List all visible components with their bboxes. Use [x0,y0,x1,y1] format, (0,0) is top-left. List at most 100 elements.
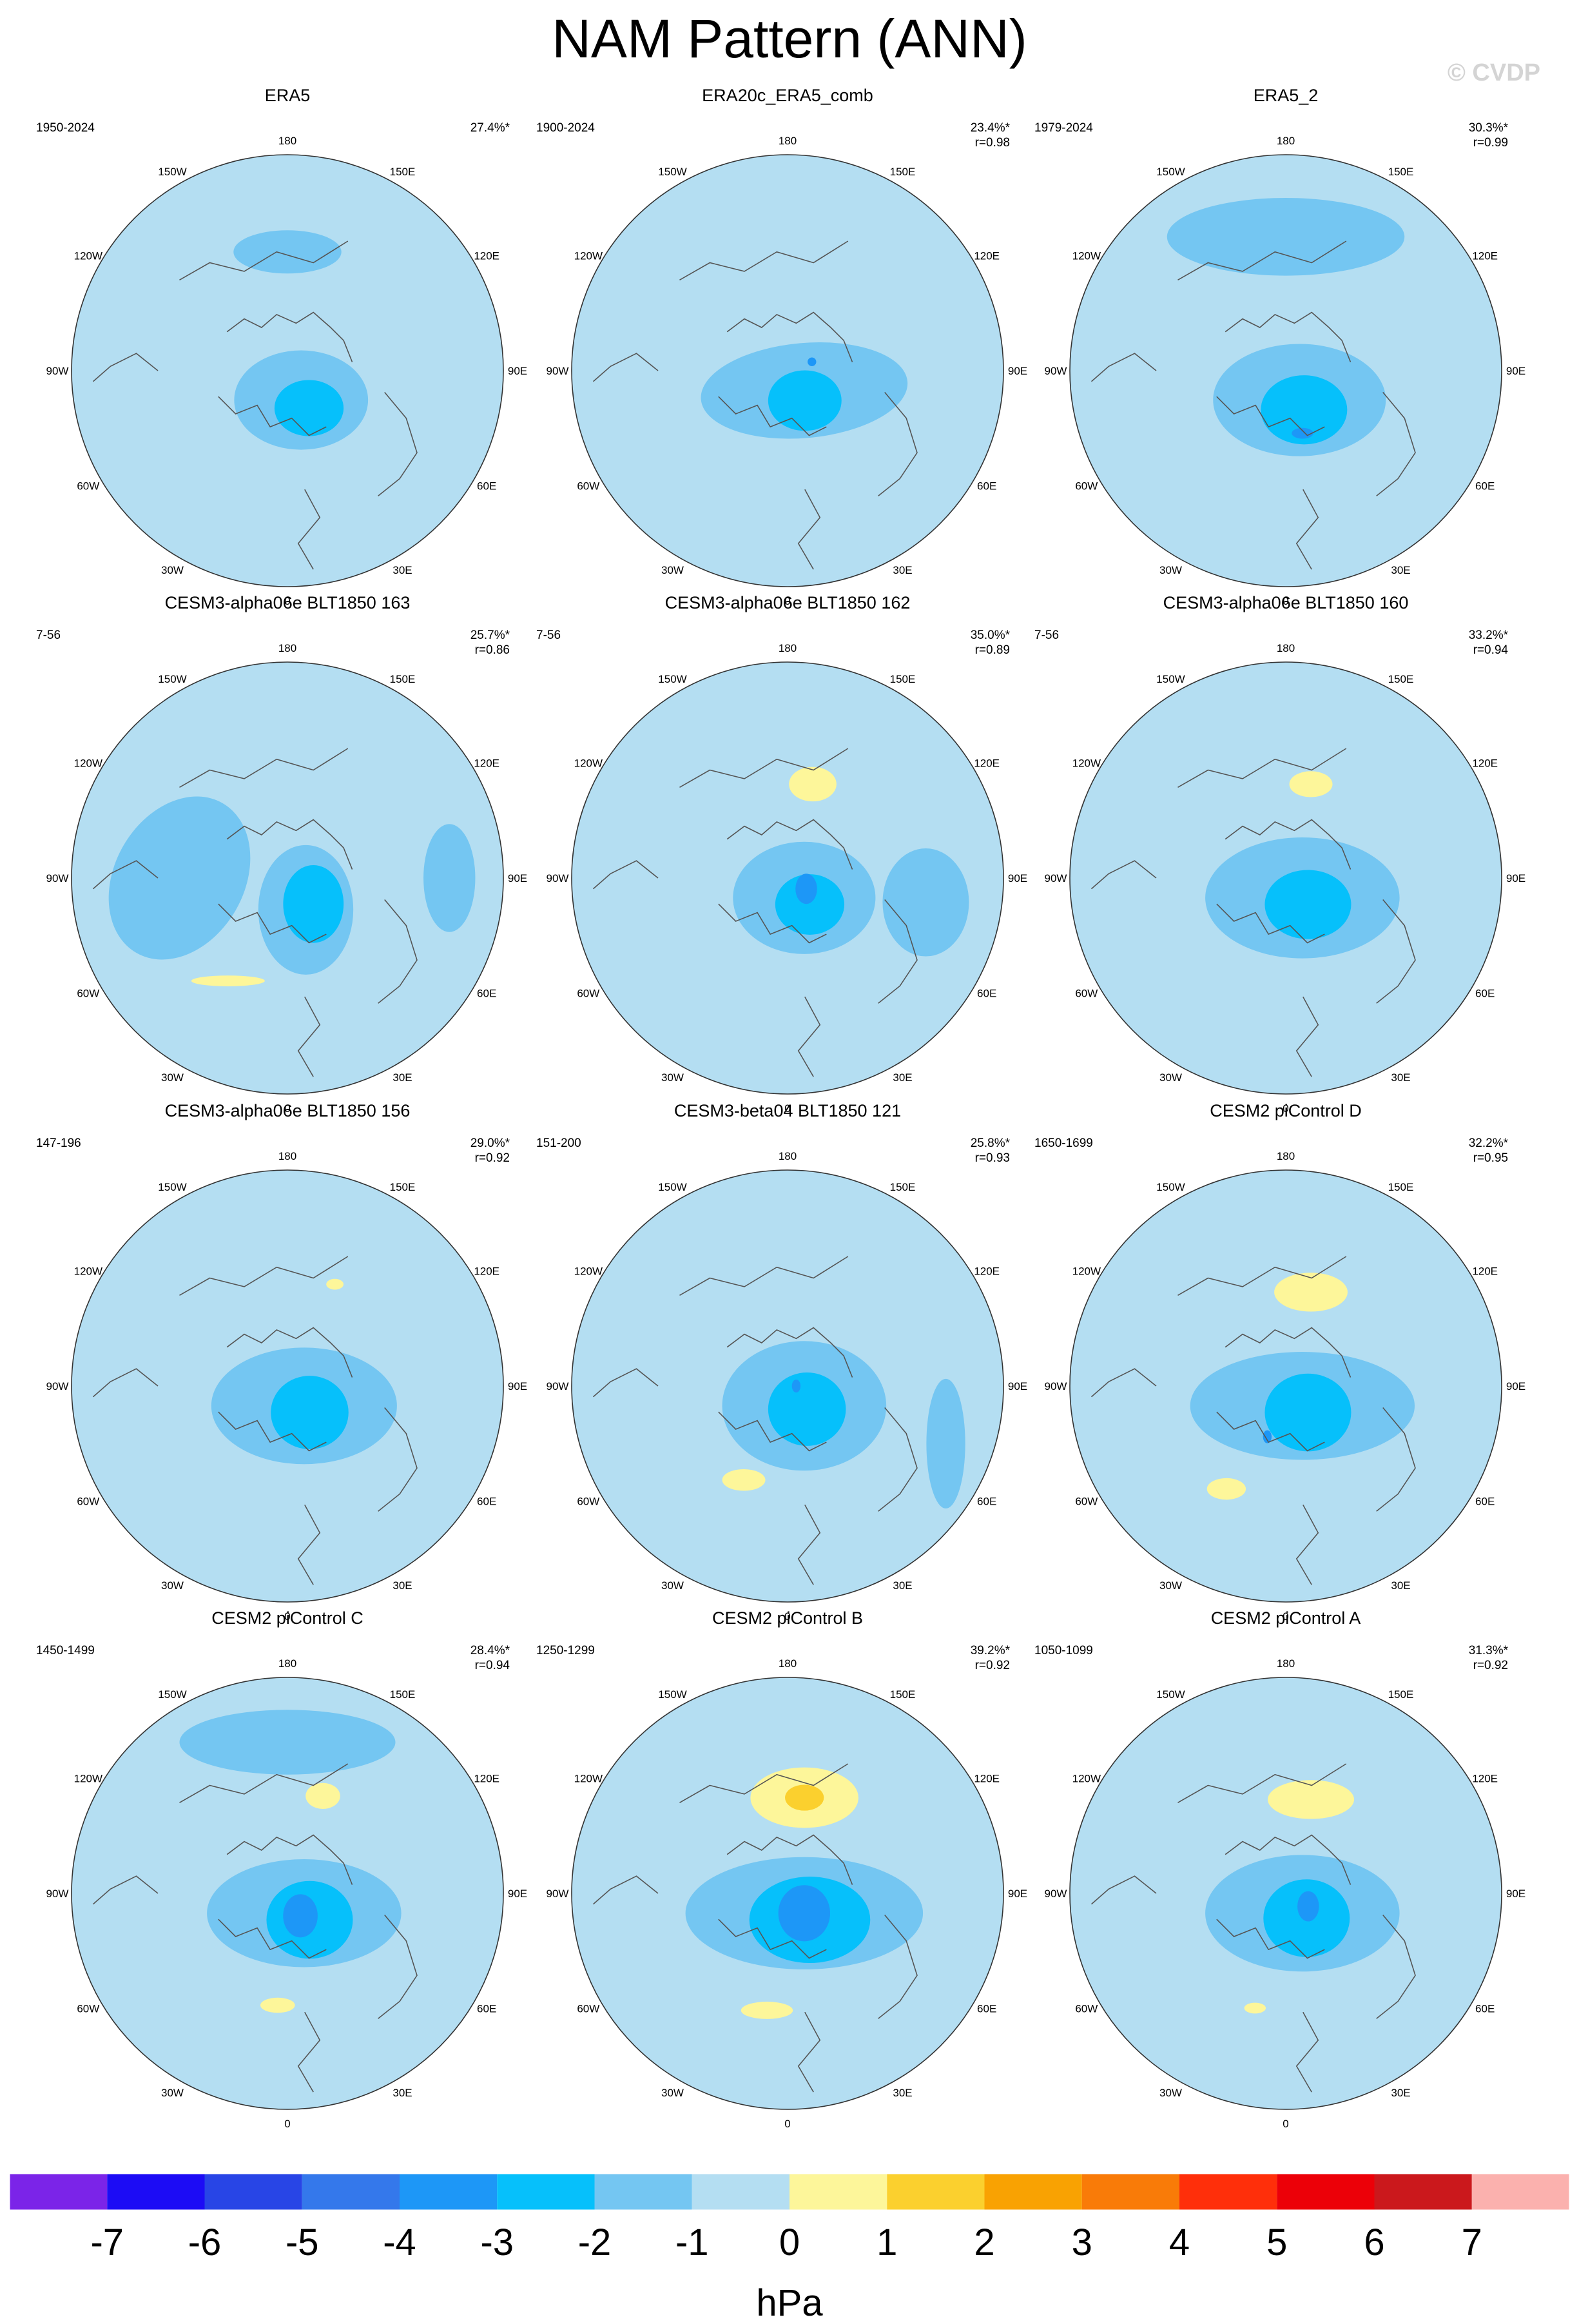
colorbar-swatch [10,2174,108,2210]
contour-region [785,1784,824,1811]
longitude-label: 90W [547,1888,569,1900]
colorbar-swatch [302,2174,400,2210]
longitude-label: 60W [77,2003,99,2015]
contour-region [791,1379,801,1393]
map-panel: 180 150E 120E 90E 60E 30E 0 30W 60W 90W 120W 150W CE… [536,1608,1027,2130]
map-panel: 180 150E 120E 90E 60E 30E 0 30W 60W 90W 120W 150W ER… [536,86,1027,607]
longitude-label: 30W [661,564,684,576]
contour-region [1274,1273,1348,1312]
longitude-label: 120E [474,1773,499,1785]
colorbar-tick-label: -5 [286,2221,319,2263]
colorbar-swatch [204,2174,302,2210]
contour-region [722,1469,766,1491]
longitude-label: 150E [1388,1688,1414,1701]
panel-years: 1979-2024 [1034,121,1093,135]
colorbar-swatch [1081,2174,1179,2210]
colorbar-tick-label: -3 [480,2221,514,2263]
coastlines [1090,748,1416,1077]
longitude-label: 30E [893,564,912,576]
colorbar-swatch [887,2174,985,2210]
longitude-label: 90W [1045,1380,1067,1392]
panel-correlation: r=0.92 [975,1659,1010,1672]
longitude-label: 150W [1156,166,1185,178]
longitude-label: 60E [477,988,496,1000]
longitude-label: 0 [284,1102,290,1115]
longitude-label: 150E [390,166,416,178]
colorbar-tick-label: -1 [675,2221,709,2263]
longitude-label: 150W [158,1181,186,1193]
longitude-label: 90E [1506,1380,1526,1392]
longitude-label: 30E [893,1579,912,1592]
longitude-label: 150E [390,673,416,685]
panel-title: ERA5 [265,86,311,105]
longitude-label: 60W [577,988,599,1000]
longitude-label: 150E [890,1181,916,1193]
colorbar-swatch [692,2174,790,2210]
panel-title: CESM3-alpha06e BLT1850 162 [665,593,911,612]
longitude-label: 150W [1156,1181,1185,1193]
panel-title: CESM2 piControl C [211,1608,363,1628]
longitude-label: 90E [1008,365,1027,377]
contour-region [808,357,817,366]
longitude-label: 30E [392,1579,412,1592]
panel-correlation: r=0.94 [475,1659,510,1672]
longitude-label: 120W [1072,1265,1101,1278]
longitude-label: 90W [1045,1888,1067,1900]
longitude-label: 180 [278,642,296,654]
page-title: NAM Pattern (ANN) [552,8,1027,69]
longitude-label: 60E [1475,1496,1495,1508]
longitude-label: 120W [574,1773,603,1785]
panel-correlation: r=0.98 [975,136,1010,150]
longitude-label: 60W [1075,988,1098,1000]
longitude-label: 60E [977,2003,996,2015]
longitude-label: 30W [661,2087,684,2099]
longitude-label: 60W [1075,2003,1098,2015]
colorbar-tick-label: -6 [188,2221,222,2263]
longitude-label: 60E [477,480,496,493]
longitude-label: 150W [658,1181,686,1193]
longitude-label: 180 [278,1657,296,1670]
map-border [571,154,1004,587]
colorbar-tick-label: 5 [1266,2221,1287,2263]
longitude-label: 150W [658,1688,686,1701]
longitude-label: 30E [1391,2087,1410,2099]
longitude-label: 150E [1388,1181,1414,1193]
longitude-label: 120E [974,757,1000,770]
longitude-label: 120E [474,1265,499,1278]
longitude-label: 60E [977,988,996,1000]
longitude-label: 150W [158,1688,186,1701]
longitude-label: 30E [392,2087,412,2099]
panel-variance: 29.0%* [470,1137,510,1150]
longitude-label: 30W [161,1071,184,1084]
colorbar-swatch [1179,2174,1277,2210]
coastlines [1090,1763,1416,2093]
longitude-label: 30W [161,2087,184,2099]
coastlines [1090,1256,1416,1585]
colorbar-swatch [790,2174,887,2210]
longitude-label: 0 [784,1610,790,1623]
panel-years: 7-56 [36,629,61,642]
panel-variance: 28.4%* [470,1644,510,1657]
longitude-label: 90W [46,1888,69,1900]
longitude-label: 0 [784,1102,790,1115]
longitude-label: 90W [46,1380,69,1392]
colorbar-tick-label: 4 [1169,2221,1190,2263]
longitude-label: 60W [77,480,99,493]
colorbar-swatch [107,2174,205,2210]
contour-region [882,848,969,957]
panel-variance: 23.4%* [971,121,1011,135]
panel-years: 7-56 [536,629,561,642]
longitude-label: 180 [779,1150,797,1162]
longitude-label: 60E [977,480,996,493]
longitude-label: 120W [574,250,603,262]
colorbar-swatch [1374,2174,1472,2210]
contour-region [1244,2002,1266,2014]
panel-title: CESM3-alpha06e BLT1850 160 [1163,593,1409,612]
colorbar-unit-label: hPa [756,2282,823,2324]
longitude-label: 90E [1008,1888,1027,1900]
longitude-label: 30W [161,1579,184,1592]
longitude-label: 30W [1159,1071,1182,1084]
colorbar-tick-label: -7 [90,2221,124,2263]
longitude-label: 30W [661,1579,684,1592]
